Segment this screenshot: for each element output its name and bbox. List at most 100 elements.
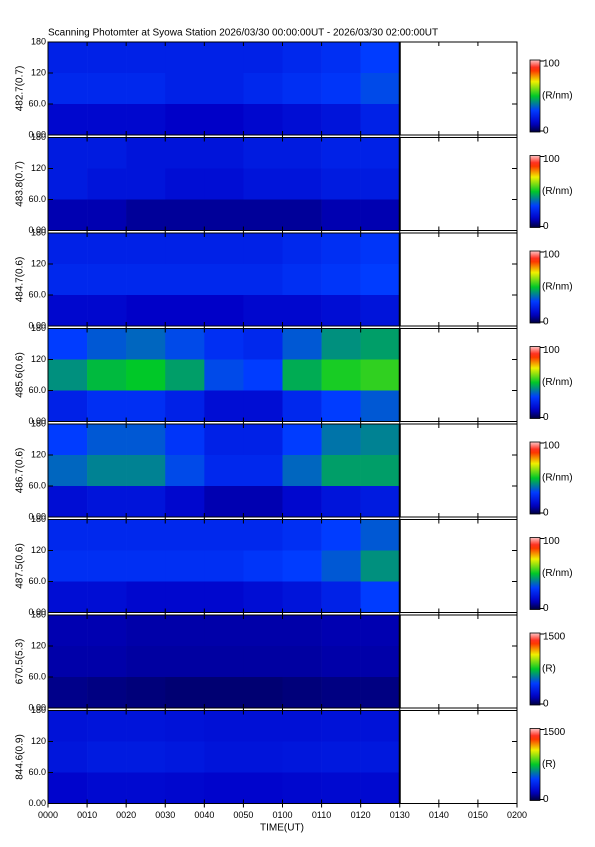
heat-cell (87, 104, 127, 136)
y-tick-label: 60.0 (28, 480, 46, 490)
heat-cell (204, 233, 244, 265)
heat-cell (282, 104, 322, 136)
y-axis-label: 484.7(0.6) (15, 257, 26, 303)
panel: 0.00 60.0 120 180 482.7(0.7) 100 0 (R/nm) (15, 36, 573, 139)
heat-cell (87, 390, 127, 422)
heat-cell (243, 741, 283, 773)
heat-cell (360, 772, 401, 804)
heat-cell (126, 390, 166, 422)
y-tick-label: 180 (31, 514, 46, 524)
heat-cell (126, 233, 166, 265)
heat-cell (87, 424, 127, 456)
heat-cell (204, 328, 244, 360)
heat-cell (243, 295, 283, 327)
heat-cell (360, 615, 401, 647)
heat-cell (126, 486, 166, 518)
heat-cell (360, 42, 401, 74)
heat-cell (282, 73, 322, 105)
heat-cell (360, 486, 401, 518)
heat-cell (243, 424, 283, 456)
heat-cell (165, 424, 205, 456)
heat-cell (360, 199, 401, 231)
heat-cell (360, 581, 401, 613)
colorbar (529, 441, 541, 515)
heat-cell (321, 550, 361, 582)
heat-cell (204, 455, 244, 487)
heat-cell (204, 486, 244, 518)
heat-cell (165, 646, 205, 678)
heat-cell (126, 42, 166, 74)
y-tick-label: 0.00 (28, 607, 46, 617)
y-tick-label: 0.00 (28, 798, 46, 808)
heat-cell (204, 550, 244, 582)
colorbar-unit: (R) (542, 759, 556, 770)
heat-cell (126, 73, 166, 105)
heat-cell (48, 295, 88, 327)
colorbar-max-label: 100 (543, 154, 560, 165)
heat-cell (126, 295, 166, 327)
y-tick-label: 180 (31, 323, 46, 333)
colorbar-min-label: 0 (543, 221, 549, 232)
y-tick-label: 0.00 (28, 129, 46, 139)
heat-cell (126, 137, 166, 169)
heat-cell (87, 486, 127, 518)
heat-cell (321, 741, 361, 773)
heat-cell (243, 359, 283, 391)
colorbar-unit: (R) (542, 664, 556, 675)
heat-cell (126, 710, 166, 742)
heat-cell (126, 581, 166, 613)
heat-cell (321, 168, 361, 200)
heat-cell (282, 42, 322, 74)
y-tick-label: 0.00 (28, 225, 46, 235)
colorbar-min-label: 0 (543, 794, 549, 805)
heat-cell (87, 42, 127, 74)
heat-cell (360, 677, 401, 709)
y-axis-label: 482.7(0.7) (15, 66, 26, 112)
heat-cell (87, 137, 127, 169)
heat-cell (48, 390, 88, 422)
heat-cell (165, 710, 205, 742)
heat-cell (165, 741, 205, 773)
heat-cell (243, 168, 283, 200)
heat-cell (282, 455, 322, 487)
colorbar-unit: (R/nm) (542, 91, 573, 102)
y-tick-label: 120 (31, 354, 46, 364)
heat-cell (321, 137, 361, 169)
heat-cell (48, 519, 88, 551)
heat-cell (165, 233, 205, 265)
y-axis-label: 670.5(5.3) (15, 639, 26, 685)
heat-cell (243, 581, 283, 613)
heat-cell (48, 264, 88, 296)
heat-cell (204, 424, 244, 456)
y-tick-label: 120 (31, 163, 46, 173)
heat-cell (360, 519, 401, 551)
heat-cell (243, 646, 283, 678)
heat-cell (165, 455, 205, 487)
heat-cell (360, 646, 401, 678)
heat-cell (321, 486, 361, 518)
x-tick-label: 0110 (312, 810, 331, 820)
x-tick-label: 0030 (155, 810, 175, 820)
heat-cell (243, 104, 283, 136)
heat-cell (87, 73, 127, 105)
heat-cell (282, 328, 322, 360)
x-tick-label: 0120 (351, 810, 371, 820)
heat-cell (87, 677, 127, 709)
heat-cell (282, 677, 322, 709)
heat-cell (87, 741, 127, 773)
heat-cell (243, 199, 283, 231)
heat-cell (165, 390, 205, 422)
heat-cell (87, 615, 127, 647)
heat-cell (48, 646, 88, 678)
colorbar-max-label: 1500 (543, 727, 566, 738)
heat-cell (204, 519, 244, 551)
heat-cell (243, 710, 283, 742)
y-tick-label: 180 (31, 418, 46, 428)
heat-cell (126, 328, 166, 360)
heat-cell (360, 390, 401, 422)
heat-cell (321, 104, 361, 136)
heat-cell (204, 677, 244, 709)
panel: 0.00 60.0 120 180 670.5(5.3) 1500 0 (R) (15, 609, 566, 712)
heat-cell (165, 677, 205, 709)
